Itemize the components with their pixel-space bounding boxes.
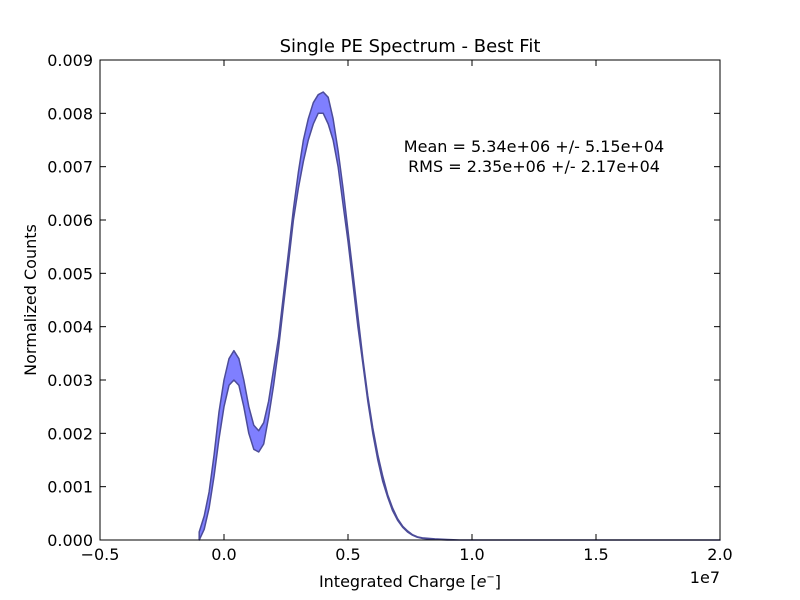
x-axis-label: Integrated Charge [e−] <box>319 572 501 591</box>
annotation-mean: Mean = 5.34e+06 +/- 5.15e+04 <box>404 137 664 156</box>
y-tick-label: 0.008 <box>47 104 93 123</box>
x-tick-label: −0.5 <box>81 545 120 564</box>
y-tick-label: 0.003 <box>47 371 93 390</box>
y-tick-label: 0.000 <box>47 531 93 550</box>
x-tick-label: 0.0 <box>211 545 236 564</box>
y-tick-label: 0.006 <box>47 211 93 230</box>
plot-frame <box>99 59 721 541</box>
x-axis-label-math: e <box>477 572 487 591</box>
y-tick-label: 0.007 <box>47 158 93 177</box>
y-tick-label: 0.004 <box>47 318 93 337</box>
x-axis-label-end: ] <box>495 572 501 591</box>
x-tick-label: 1.5 <box>583 545 608 564</box>
x-axis-label-superscript: − <box>486 572 494 583</box>
y-tick-label: 0.002 <box>47 424 93 443</box>
x-axis-ticks: −0.5 0.0 0.5 1.0 1.5 2.0 <box>81 60 733 564</box>
chart-title: Single PE Spectrum - Best Fit <box>280 36 541 57</box>
y-axis-ticks: 0.000 0.001 0.002 0.003 0.004 0.005 0.006 0.007… <box>47 51 720 550</box>
y-tick-label: 0.001 <box>47 478 93 497</box>
x-tick-label: 0.5 <box>335 545 360 564</box>
x-axis-label-text: Integrated Charge [ <box>319 572 477 591</box>
y-tick-label: 0.005 <box>47 264 93 283</box>
y-axis-label: Normalized Counts <box>21 224 40 376</box>
annotation-rms: RMS = 2.35e+06 +/- 2.17e+04 <box>408 157 660 176</box>
x-tick-label: 1.0 <box>459 545 484 564</box>
x-axis-offset-label: 1e7 <box>690 568 720 587</box>
x-tick-label: 2.0 <box>707 545 732 564</box>
y-tick-label: 0.009 <box>47 51 93 70</box>
